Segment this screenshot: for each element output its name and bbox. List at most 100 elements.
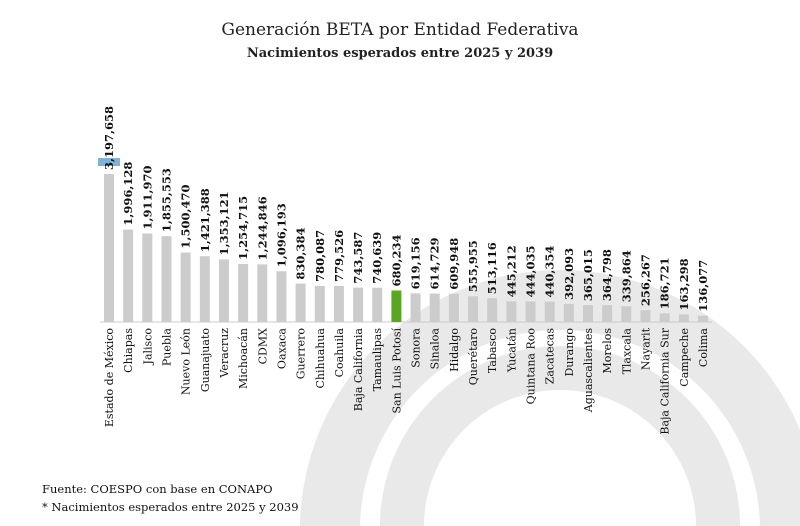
category-label: Tlaxcala: [620, 328, 633, 375]
bar: [391, 290, 402, 322]
category-label: Yucatán: [505, 328, 518, 373]
watermark-pattern: [300, 270, 800, 526]
category-label: Michoacán: [237, 328, 250, 389]
value-label: 440,354: [543, 246, 557, 298]
bar: [180, 252, 191, 322]
bar: [295, 283, 306, 322]
value-label: 513,116: [485, 242, 499, 294]
bar: [697, 315, 708, 322]
category-label: San Luis Potosí: [390, 328, 403, 414]
bar: [238, 263, 249, 322]
category-label: Coahuila: [333, 328, 346, 378]
category-label: Nuevo León: [180, 328, 193, 395]
category-label: Aguascalientes: [582, 328, 595, 414]
source-note: Fuente: COESPO con base en CONAPO: [42, 482, 273, 496]
category-label: Sinaloa: [429, 328, 442, 370]
category-label: Sonora: [410, 328, 423, 368]
bar: [602, 305, 613, 322]
category-label: Chiapas: [122, 328, 135, 373]
bar: [372, 287, 383, 322]
top-value-highlight: [98, 158, 120, 166]
category-label: Oaxaca: [275, 328, 288, 369]
bar: [276, 271, 287, 322]
value-label: 163,298: [677, 258, 691, 310]
bar: [448, 293, 459, 322]
value-label: 740,639: [370, 232, 384, 284]
category-label: Campeche: [678, 328, 691, 387]
value-label: 619,156: [409, 237, 423, 289]
value-label: 186,721: [658, 257, 672, 309]
bar: [544, 301, 555, 322]
category-label: Veracruz: [218, 328, 231, 379]
bar: [257, 264, 268, 322]
value-label: 680,234: [389, 235, 403, 287]
value-label: 1,911,970: [140, 165, 154, 229]
value-label: 444,035: [524, 245, 538, 297]
bar: [353, 287, 364, 322]
category-label: Querétaro: [467, 328, 480, 386]
category-label: Baja California: [352, 328, 365, 412]
value-label: 1,096,193: [274, 203, 288, 267]
bar: [429, 293, 440, 322]
bar: [640, 310, 651, 322]
bar: [161, 236, 172, 322]
value-label: 614,729: [428, 238, 442, 290]
value-label: 365,015: [581, 249, 595, 301]
value-label: 555,955: [466, 240, 480, 292]
category-label: Guerrero: [295, 328, 308, 380]
category-label: Colima: [697, 328, 710, 368]
value-label: 779,526: [332, 230, 346, 282]
value-label: 364,798: [600, 249, 614, 301]
bar: [525, 301, 536, 322]
category-label: Baja California Sur: [659, 327, 672, 434]
bar: [142, 233, 153, 322]
value-label: 780,087: [313, 230, 327, 282]
bar: [487, 298, 498, 322]
bar: [104, 174, 114, 322]
bar: [314, 285, 325, 322]
value-label: 609,948: [447, 238, 461, 290]
category-label: Estado de México: [103, 328, 116, 428]
bar: [199, 256, 210, 322]
category-label: Durango: [563, 328, 576, 377]
category-label: CDMX: [256, 328, 269, 364]
value-label: 256,267: [638, 254, 652, 306]
bar: [410, 293, 421, 322]
value-label: 1,254,715: [236, 196, 250, 260]
value-label: 3,197,658: [102, 106, 116, 170]
bar: [506, 301, 517, 322]
bar: [563, 303, 574, 322]
category-label: Chihuahua: [314, 328, 327, 389]
value-label: 136,077: [696, 260, 710, 312]
category-label: Nayarit: [639, 327, 652, 370]
value-label: 1,500,470: [179, 185, 193, 249]
value-label: 339,864: [619, 250, 633, 302]
value-label: 1,996,128: [121, 162, 135, 226]
category-label: Guanajuato: [199, 328, 212, 393]
bar: [468, 296, 479, 322]
bar: [583, 305, 593, 322]
value-label: 743,587: [351, 232, 365, 284]
bar: [218, 259, 229, 322]
category-label: Puebla: [160, 328, 173, 367]
category-label: Tabasco: [486, 328, 499, 373]
bar: [333, 285, 344, 322]
category-label: Tamaulipas: [371, 328, 384, 392]
bar: [621, 306, 632, 322]
value-label: 392,093: [562, 248, 576, 300]
bar: [123, 229, 134, 322]
chart-title: Generación BETA por Entidad Federativa: [221, 20, 579, 40]
category-label: Hidalgo: [448, 328, 461, 372]
bar: [678, 314, 689, 322]
value-label: 445,212: [504, 245, 518, 297]
bar: [659, 313, 670, 322]
value-label: 1,244,846: [255, 196, 269, 260]
category-label: Quintana Roo: [525, 328, 538, 405]
category-label: Jalisco: [141, 328, 154, 366]
value-label: 1,855,553: [159, 168, 173, 232]
category-label: Morelos: [601, 328, 614, 374]
category-label: Zacatecas: [544, 328, 557, 385]
value-label: 1,353,121: [217, 191, 231, 255]
chart-subtitle: Nacimientos esperados entre 2025 y 2039: [246, 46, 554, 61]
